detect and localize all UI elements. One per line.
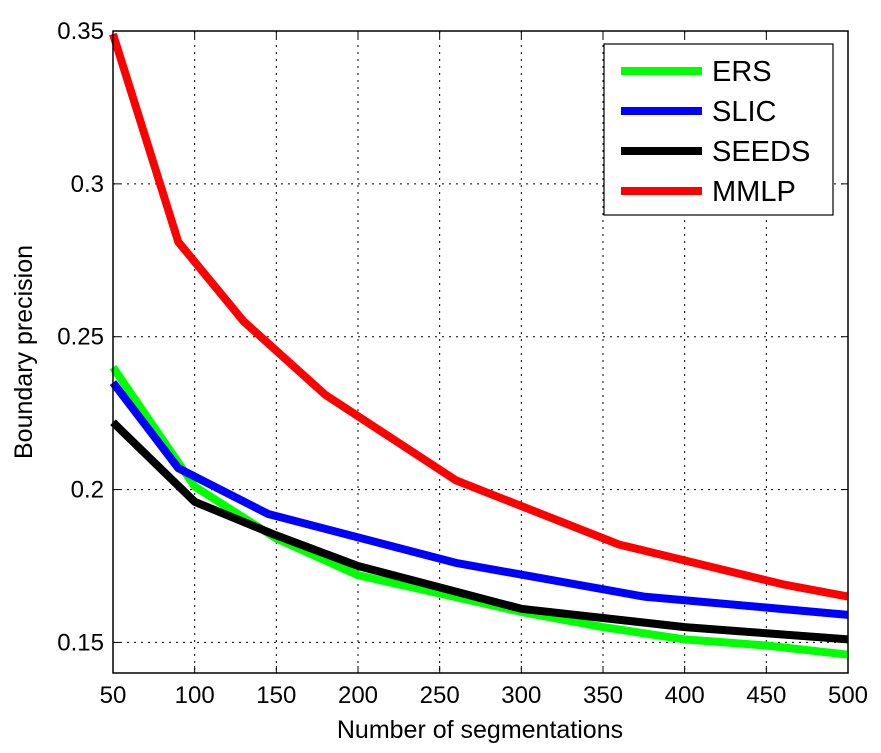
y-axis-label: Boundary precision — [10, 245, 38, 459]
x-tick-label: 500 — [828, 682, 868, 709]
y-tick-label: 0.35 — [57, 18, 104, 45]
legend: ERS SLIC SEEDS MMLP — [603, 43, 834, 216]
x-tick-label: 450 — [746, 682, 786, 709]
x-tick-label: 300 — [501, 682, 541, 709]
x-tick-label: 400 — [665, 682, 705, 709]
y-tick-label: 0.3 — [71, 171, 104, 198]
y-tick-label: 0.25 — [57, 324, 104, 351]
series-line-ers — [109, 365, 849, 659]
legend-label-ers: ERS — [712, 56, 772, 88]
x-tick-label: 100 — [175, 682, 215, 709]
x-tick-label: 250 — [420, 682, 460, 709]
series-line-mmlp — [109, 32, 849, 601]
legend-label-mmlp: MMLP — [712, 176, 796, 208]
y-tick-label: 0.2 — [71, 477, 104, 504]
series-lines — [109, 32, 849, 659]
x-tick-label: 50 — [100, 682, 127, 709]
axis-ticks: 50 100 150 200 250 300 350 400 450 500 0.15 0.2 0.25… — [57, 18, 868, 709]
legend-label-seeds: SEEDS — [712, 136, 810, 168]
x-tick-label: 150 — [256, 682, 296, 709]
x-axis-label: Number of segmentations — [337, 716, 623, 744]
plot-frame — [112, 30, 849, 674]
series-line-seeds — [110, 419, 849, 644]
y-tick-label: 0.15 — [57, 629, 104, 656]
legend-label-slic: SLIC — [712, 96, 776, 128]
x-tick-label: 350 — [583, 682, 623, 709]
x-tick-label: 200 — [338, 682, 378, 709]
series-line-slic — [109, 380, 849, 619]
